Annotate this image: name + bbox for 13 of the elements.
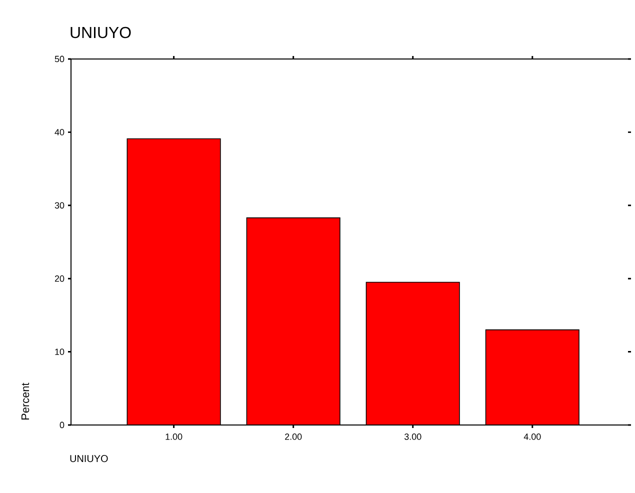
x-tick-label: 4.00 [524,434,541,440]
y-tick-label: 10 [55,348,64,355]
x-tick-label: 2.00 [285,434,302,440]
y-tick-label: 20 [54,275,64,282]
y-tick-label: 0 [60,422,64,428]
x-tick-label: 1.00 [166,434,182,440]
y-tick-label: 40 [54,129,64,136]
chart-title: UNIUYO [70,26,131,38]
x-axis-title: UNIUYO [70,455,108,462]
y-axis-title: Percent [21,382,30,420]
y-tick-label: 50 [54,56,64,62]
x-tick-label: 3.00 [404,434,422,440]
y-tick-label: 30 [54,202,64,209]
